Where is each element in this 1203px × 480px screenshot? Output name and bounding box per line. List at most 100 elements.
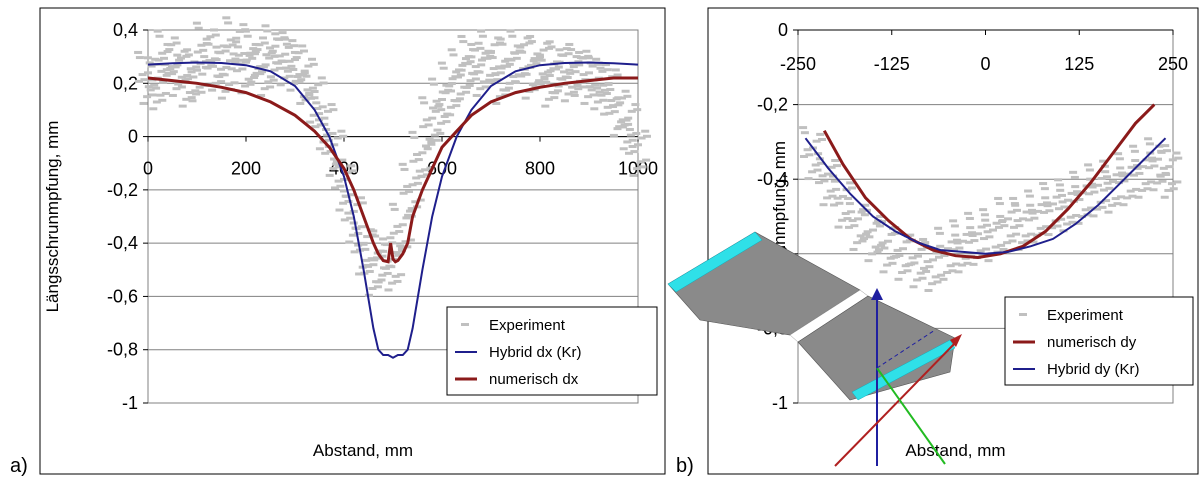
- experiment-point: [916, 271, 925, 275]
- experiment-point: [261, 24, 270, 28]
- experiment-point: [430, 133, 439, 137]
- experiment-point: [152, 86, 161, 90]
- experiment-point: [183, 74, 192, 78]
- experiment-point: [601, 88, 609, 92]
- experiment-point: [469, 48, 478, 52]
- experiment-point: [602, 91, 611, 95]
- experiment-point: [996, 214, 1005, 218]
- experiment-point: [172, 41, 181, 45]
- panel-a-label: a): [10, 455, 28, 477]
- experiment-point: [1164, 188, 1173, 192]
- experiment-point: [287, 64, 296, 68]
- experiment-point: [626, 133, 635, 137]
- experiment-point: [184, 53, 193, 57]
- experiment-point: [266, 75, 275, 79]
- experiment-point: [1018, 241, 1027, 245]
- experiment-point: [192, 21, 201, 25]
- experiment-point: [1053, 224, 1062, 228]
- experiment-point: [431, 109, 440, 113]
- specimen-axis-dashed: [876, 329, 936, 369]
- experiment-point: [849, 247, 858, 251]
- experiment-point: [812, 139, 821, 143]
- experiment-point: [584, 56, 593, 60]
- experiment-point: [520, 43, 528, 47]
- experiment-point: [231, 60, 240, 64]
- experiment-point: [420, 101, 429, 105]
- experiment-point: [1172, 151, 1181, 155]
- experiment-point: [379, 249, 388, 253]
- experiment-point: [466, 79, 475, 83]
- experiment-point: [327, 103, 336, 107]
- experiment-point: [1073, 192, 1082, 196]
- experiment-point: [609, 133, 618, 137]
- experiment-point: [637, 136, 646, 140]
- experiment-point: [357, 196, 365, 200]
- experiment-point: [623, 140, 632, 144]
- experiment-point: [1130, 149, 1139, 153]
- experiment-point: [200, 55, 209, 59]
- experiment-point: [1040, 187, 1049, 191]
- experiment-point: [284, 45, 293, 49]
- experiment-point: [1041, 196, 1050, 200]
- experiment-point: [483, 56, 492, 60]
- experiment-point: [198, 72, 207, 76]
- experiment-point: [584, 95, 593, 99]
- experiment-point: [1072, 214, 1081, 218]
- experiment-point: [157, 69, 166, 73]
- experiment-point: [552, 67, 560, 71]
- experiment-point: [428, 77, 437, 81]
- y-tick-label: -0,4: [757, 169, 788, 189]
- experiment-point: [331, 186, 339, 190]
- experiment-point: [575, 50, 584, 54]
- experiment-point: [193, 68, 201, 72]
- experiment-point: [486, 73, 495, 77]
- experiment-point: [282, 42, 291, 46]
- experiment-point: [271, 44, 280, 48]
- experiment-point: [437, 121, 446, 125]
- experiment-point: [203, 66, 212, 70]
- experiment-point: [800, 154, 808, 158]
- experiment-point: [335, 208, 344, 212]
- experiment-point: [1054, 178, 1063, 182]
- experiment-point: [557, 53, 566, 57]
- experiment-point: [230, 81, 239, 85]
- experiment-point: [1043, 204, 1052, 208]
- experiment-point: [258, 70, 266, 74]
- experiment-point: [263, 29, 272, 33]
- experiment-point: [183, 48, 192, 52]
- experiment-point: [1049, 202, 1057, 206]
- experiment-point: [398, 162, 407, 166]
- experiment-point: [1069, 170, 1078, 174]
- series-line-numerisch-dx: [147, 76, 638, 264]
- experiment-point: [243, 34, 252, 38]
- experiment-point: [1154, 157, 1162, 161]
- experiment-point: [929, 258, 937, 262]
- experiment-point: [1003, 241, 1012, 245]
- experiment-point: [411, 200, 420, 204]
- experiment-point: [323, 133, 332, 137]
- experiment-point: [844, 196, 853, 200]
- specimen-cyan-band-upper: [667, 231, 763, 293]
- experiment-point: [163, 42, 172, 46]
- experiment-point: [383, 271, 392, 275]
- experiment-point: [337, 129, 346, 133]
- experiment-point: [545, 40, 554, 44]
- experiment-point: [202, 37, 211, 41]
- experiment-point: [454, 75, 462, 79]
- experiment-point: [923, 260, 932, 264]
- experiment-point: [551, 91, 560, 95]
- experiment-point: [574, 87, 583, 91]
- experiment-point: [1143, 187, 1152, 191]
- experiment-point: [961, 256, 970, 260]
- experiment-point: [909, 285, 918, 289]
- experiment-point: [257, 93, 266, 97]
- specimen-illustration: [667, 231, 962, 467]
- experiment-point: [168, 65, 176, 69]
- experiment-point: [1068, 220, 1077, 224]
- experiment-point: [830, 203, 838, 207]
- experiment-point: [191, 89, 200, 93]
- experiment-point: [438, 98, 446, 101]
- experiment-point: [1078, 215, 1087, 219]
- experiment-point: [603, 105, 612, 109]
- experiment-point: [434, 104, 443, 108]
